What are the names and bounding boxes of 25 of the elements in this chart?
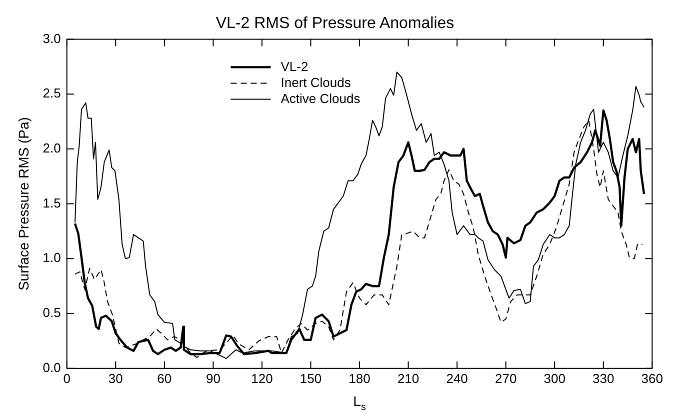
x-tick-label: 30 — [108, 370, 123, 386]
x-tick-label: 180 — [348, 370, 370, 386]
x-tick-label: 120 — [251, 370, 273, 386]
y-tick-label: 0.0 — [42, 360, 61, 375]
y-tick-label: 0.5 — [42, 305, 61, 320]
y-axis-title: Surface Pressure RMS (Pa) — [15, 117, 32, 291]
x-tick-label: 90 — [206, 370, 220, 386]
x-tick-label: 150 — [300, 370, 322, 386]
x-tick-label: 240 — [446, 370, 468, 386]
y-tick-label: 2.0 — [42, 140, 61, 156]
y-tick-label: 1.0 — [42, 250, 61, 266]
y-tick-label: 2.5 — [42, 86, 61, 101]
chart-title: VL-2 RMS of Pressure Anomalies — [216, 15, 454, 32]
y-tick-label: 3.0 — [42, 30, 61, 46]
x-tick-label: 60 — [157, 370, 172, 386]
x-tick-label: 0 — [63, 370, 70, 386]
legend-label: Active Clouds — [280, 90, 361, 106]
legend-label: Inert Clouds — [280, 74, 352, 90]
x-tick-label: 300 — [544, 370, 566, 386]
x-tick-label: 270 — [494, 370, 517, 386]
y-tick-label: 1.5 — [42, 195, 61, 210]
x-tick-label: 210 — [397, 370, 420, 386]
x-tick-label: 330 — [592, 370, 614, 386]
x-tick-label: 360 — [641, 370, 664, 386]
legend-label: VL-2 — [280, 58, 308, 74]
